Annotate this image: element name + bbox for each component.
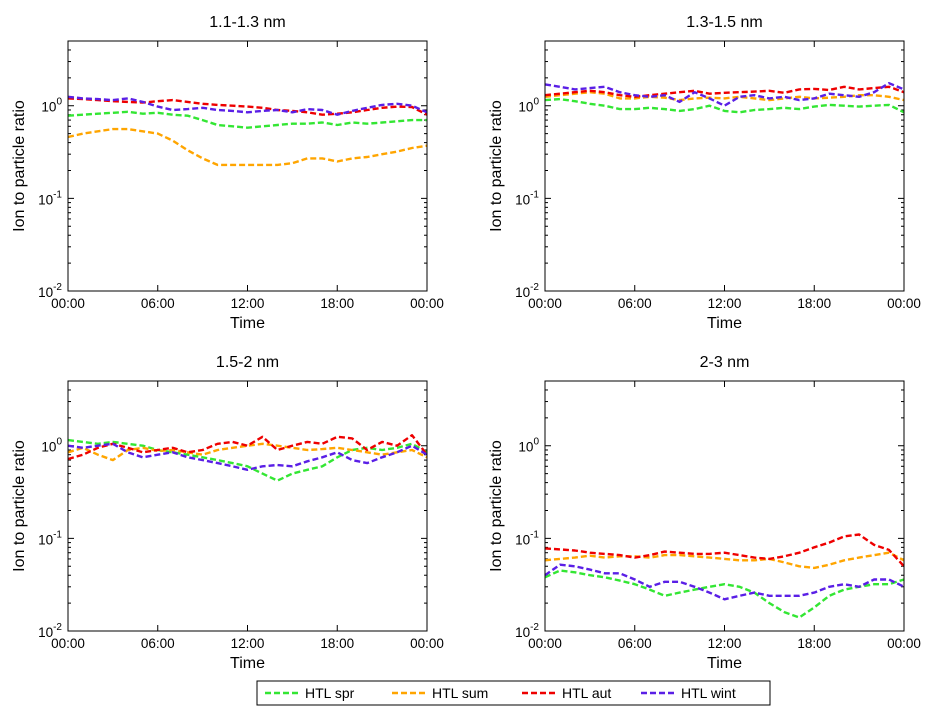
y-tick-label: 100 (41, 97, 62, 115)
y-tick-label: 100 (41, 437, 62, 455)
y-tick-label: 10-1 (515, 189, 539, 207)
series-line-htl-wint (67, 95, 428, 116)
x-tick-label: 06:00 (618, 636, 652, 651)
series-line-htl-sum (67, 127, 428, 167)
panel-title: 2-3 nm (700, 354, 750, 371)
y-tick-label: 10-1 (38, 189, 62, 207)
legend-label: HTL wint (681, 685, 736, 701)
x-axis-label: Time (707, 655, 742, 672)
legend: HTL spr HTL sum HTL aut HTL wint (256, 680, 771, 706)
series-line-htl-wint (544, 81, 905, 107)
x-tick-label: 18:00 (320, 636, 354, 651)
plot-frame (67, 380, 428, 632)
series-line-htl-sum (544, 551, 905, 570)
y-tick-label: 10-1 (515, 529, 539, 547)
series-line-htl-wint (544, 563, 905, 601)
y-axis-label: Ion to particle ratio (11, 440, 28, 572)
y-tick-label: 100 (518, 97, 539, 115)
plot-frame (544, 40, 905, 292)
x-tick-label: 00:00 (887, 296, 921, 311)
series-line-htl-spr (67, 438, 428, 482)
x-tick-label: 12:00 (231, 296, 265, 311)
y-axis-label: Ion to particle ratio (11, 100, 28, 232)
chart-panel-4: 2-3 nm 10-2 10-1 100 00:00 06:00 12:00 18:00 00:… (488, 354, 921, 672)
panel-title: 1.3-1.5 nm (686, 14, 762, 31)
series-line-htl-spr (67, 110, 427, 129)
y-axis-label: Ion to particle ratio (488, 100, 505, 232)
series-line-htl-wint (67, 442, 428, 471)
x-tick-label: 06:00 (141, 296, 175, 311)
x-tick-label: 00:00 (887, 636, 921, 651)
x-tick-label: 12:00 (708, 296, 742, 311)
series-line-htl-sum (544, 90, 905, 102)
series-line-htl-spr (544, 97, 905, 114)
chart-panel-2: 1.3-1.5 nm 10-2 10-1 100 00:00 06:00 12:00 18:0… (488, 14, 921, 332)
x-tick-label: 00:00 (51, 636, 85, 651)
y-tick-label: 100 (518, 437, 539, 455)
y-tick-label: 10-2 (38, 622, 62, 640)
x-axis-label: Time (230, 655, 265, 672)
y-tick-label: 10-2 (515, 622, 539, 640)
x-tick-label: 00:00 (51, 296, 85, 311)
x-tick-label: 18:00 (797, 296, 831, 311)
y-axis-label: Ion to particle ratio (488, 440, 505, 572)
x-tick-label: 00:00 (410, 636, 444, 651)
panel-title: 1.1-1.3 nm (209, 14, 285, 31)
series-line-htl-sum (67, 442, 428, 462)
legend-label: HTL aut (562, 685, 611, 701)
chart-panel-1: 1.1-1.3 nm 10-2 10-1 100 00:00 06:00 12:00 18:0… (11, 14, 444, 332)
legend-label: HTL spr (305, 685, 355, 701)
x-tick-label: 18:00 (320, 296, 354, 311)
y-tick-label: 10-2 (38, 282, 62, 300)
series-line-htl-aut (544, 533, 905, 568)
series-line-htl-aut (544, 85, 905, 99)
panel-title: 1.5-2 nm (216, 354, 279, 371)
plot-frame (67, 40, 428, 292)
series-line-htl-aut (67, 97, 428, 116)
x-tick-label: 00:00 (528, 296, 562, 311)
x-tick-label: 00:00 (528, 636, 562, 651)
x-tick-label: 12:00 (708, 636, 742, 651)
x-axis-label: Time (230, 315, 265, 332)
series-line-htl-spr (544, 569, 905, 619)
x-axis-label: Time (707, 315, 742, 332)
x-tick-label: 06:00 (618, 296, 652, 311)
series-line-htl-aut (67, 434, 428, 461)
y-tick-label: 10-1 (38, 529, 62, 547)
chart-panels: 1.1-1.3 nm 10-2 10-1 100 00:00 06:00 12:00 18:0… (11, 14, 921, 672)
x-tick-label: 18:00 (797, 636, 831, 651)
y-tick-label: 10-2 (515, 282, 539, 300)
legend-box (256, 680, 771, 706)
x-tick-label: 00:00 (410, 296, 444, 311)
plot-frame (544, 380, 905, 632)
chart-panel-3: 1.5-2 nm 10-2 10-1 100 00:00 06:00 12:00 18:00 0… (11, 354, 444, 672)
x-tick-label: 12:00 (231, 636, 265, 651)
legend-label: HTL sum (432, 685, 488, 701)
x-tick-label: 06:00 (141, 636, 175, 651)
